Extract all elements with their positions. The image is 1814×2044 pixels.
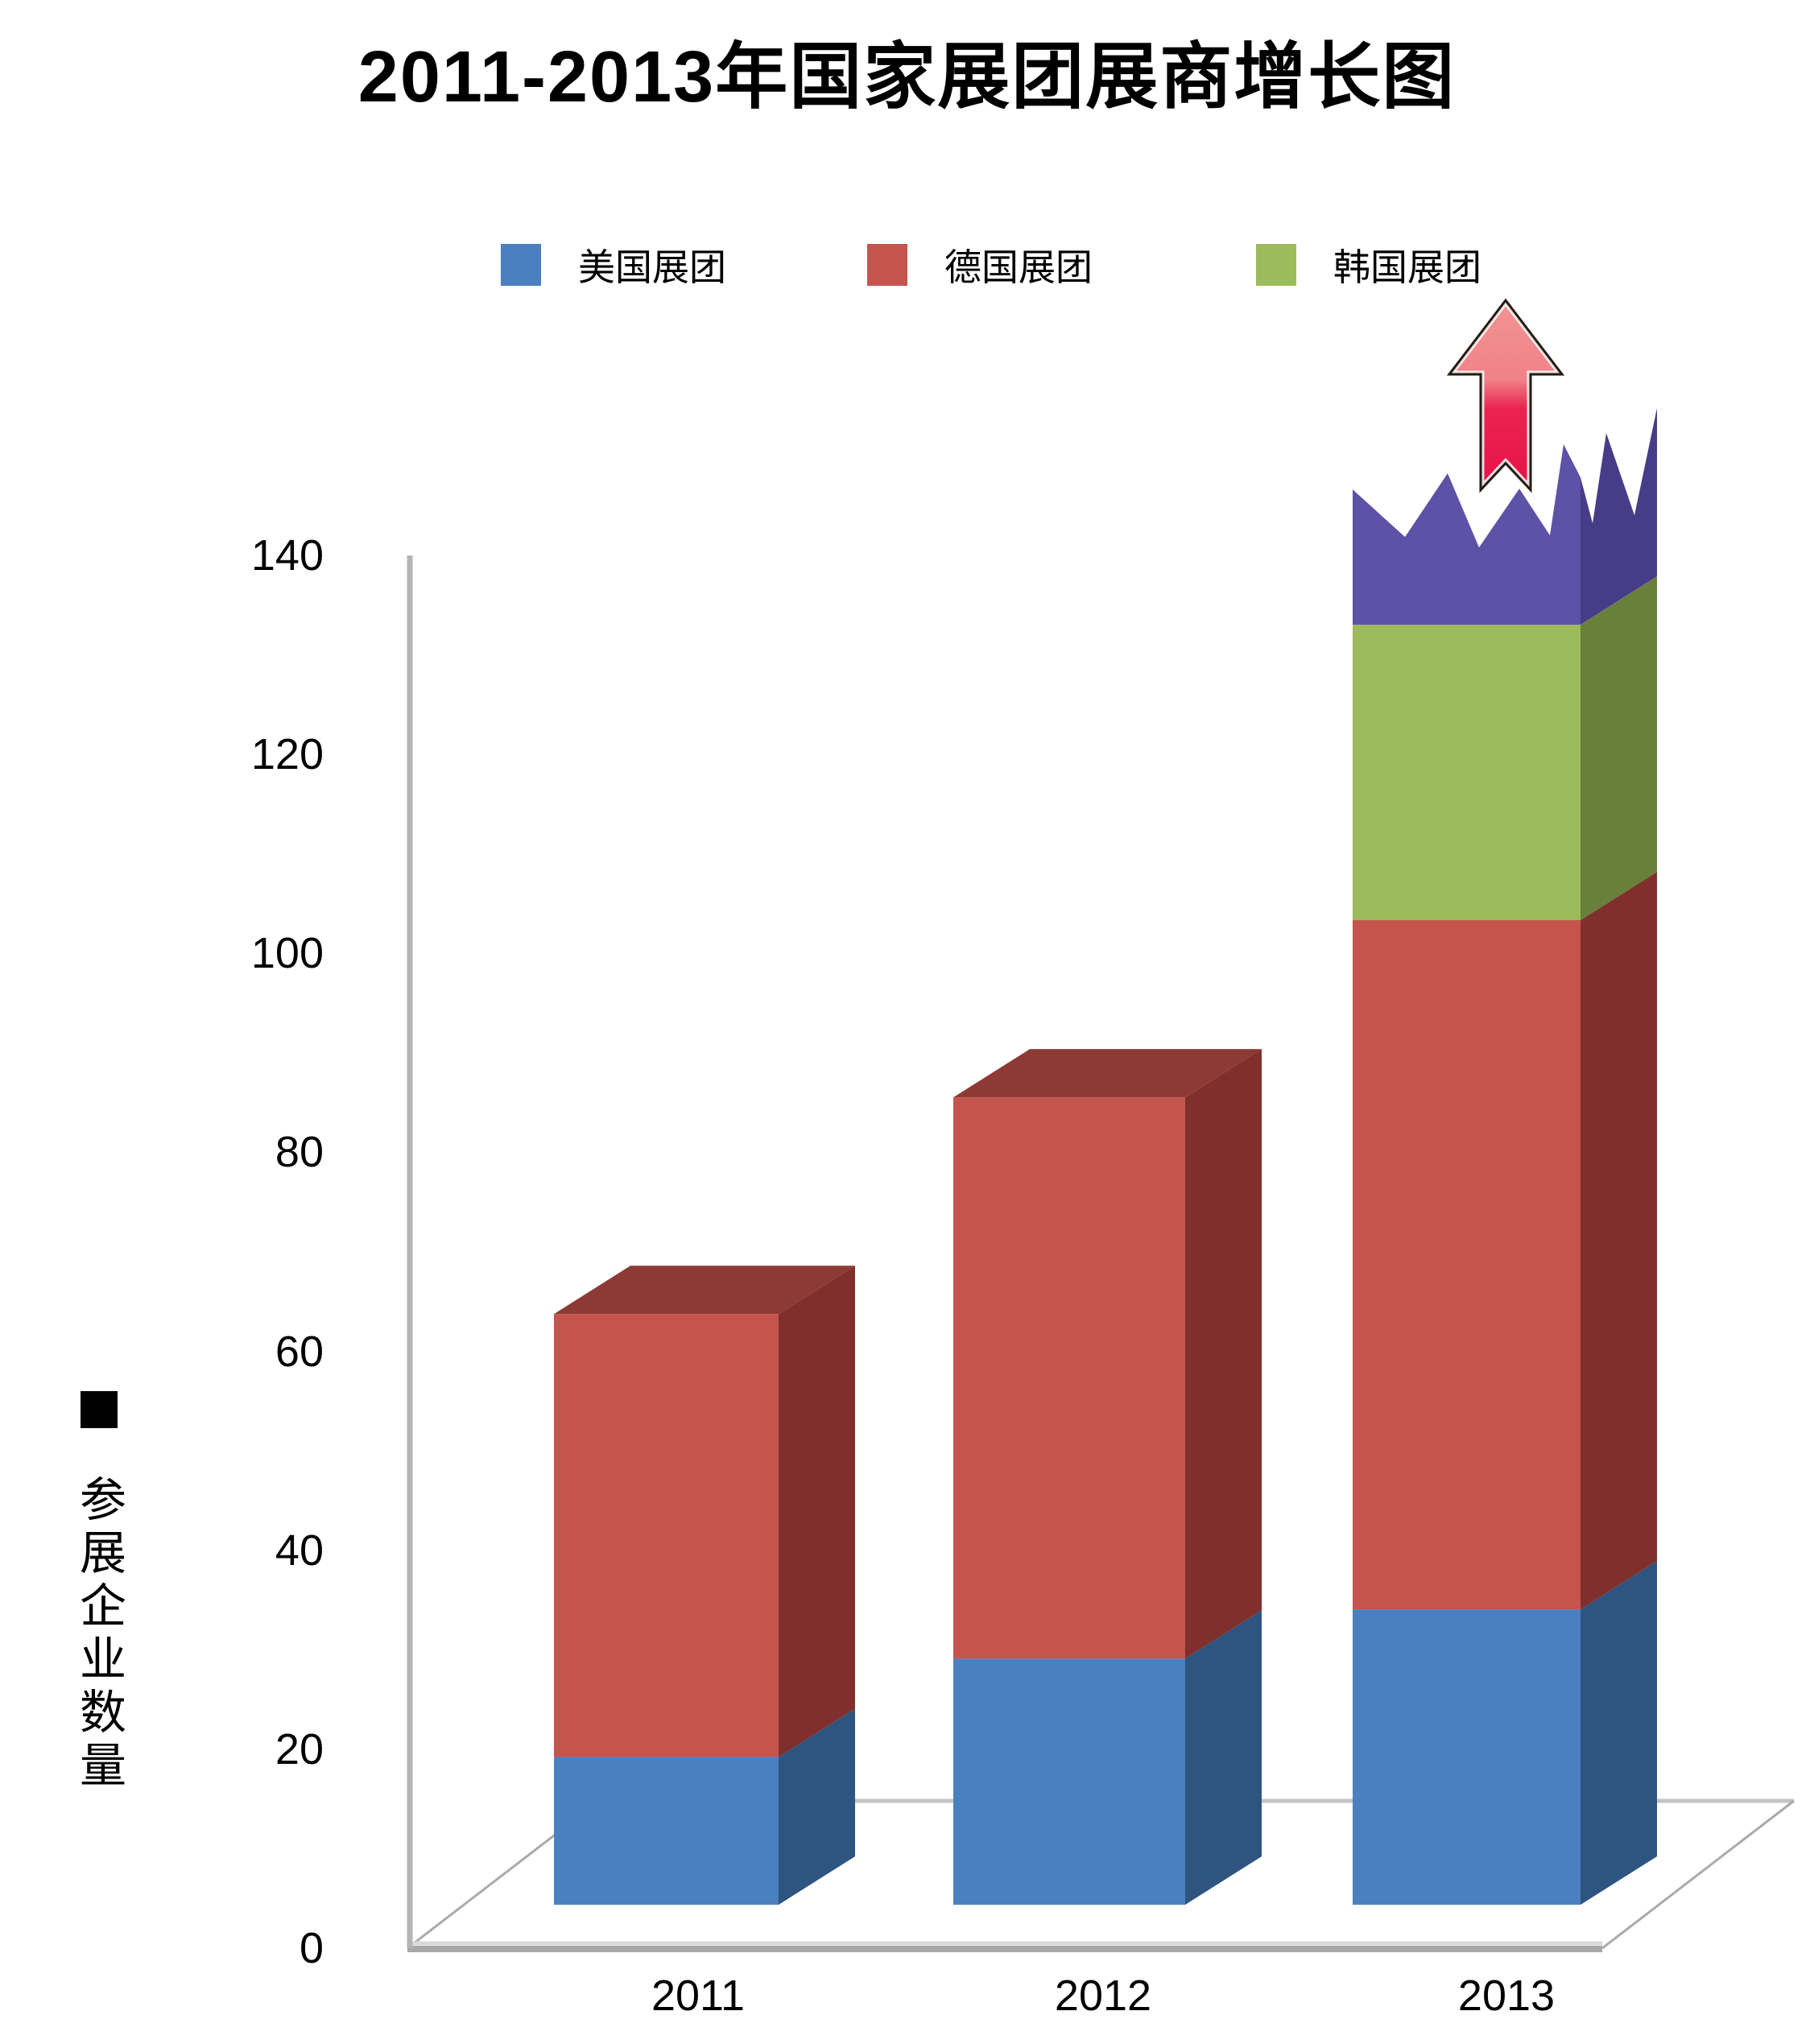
bar-2013-美国展团-side	[1581, 1561, 1657, 1905]
legend-label: 美国展团	[578, 247, 726, 288]
bar-2011-德国展团-side	[779, 1266, 855, 1757]
legend-swatch-icon	[1256, 244, 1296, 286]
chart-title: 2011-2013年国家展团展商增长图	[357, 37, 1457, 118]
floor-right-edge	[1601, 1799, 1795, 1950]
growth-arrow-inner-rim	[1451, 302, 1560, 487]
y-tick-label-120: 120	[250, 730, 324, 779]
bar-2012-美国展团-side	[1185, 1610, 1262, 1905]
bar-2013-美国展团-front	[1353, 1609, 1581, 1905]
y-tick-label-60: 60	[275, 1327, 324, 1376]
bar-2012-德国展团-side	[1185, 1049, 1262, 1659]
y-tick-label-140: 140	[250, 531, 324, 580]
overflow-torn-section-side	[1581, 408, 1657, 625]
bar-2011-美国展团-front	[554, 1757, 779, 1905]
bar-2011-德国展团-front	[554, 1314, 779, 1757]
legend-label: 德国展团	[944, 247, 1093, 288]
bar-2012-top-face	[953, 1049, 1262, 1098]
legend-item-美国展团: 美国展团	[501, 238, 726, 291]
growth-arrow	[1446, 298, 1565, 493]
legend-label: 韩国展团	[1333, 247, 1481, 288]
y-axis-marker-square	[81, 1391, 118, 1428]
legend-item-韩国展团: 韩国展团	[1256, 238, 1481, 291]
bar-2013-德国展团-front	[1353, 920, 1581, 1610]
y-tick-label-20: 20	[275, 1724, 324, 1774]
x-category-label-2012: 2012	[1054, 1972, 1152, 2020]
bar-2013-韩国展团-side	[1581, 576, 1657, 920]
y-tick-label-40: 40	[275, 1526, 324, 1575]
x-category-label-2011: 2011	[651, 1972, 746, 2020]
y-tick-label-80: 80	[275, 1128, 324, 1177]
x-category-label-2013: 2013	[1457, 1972, 1556, 2020]
bar-2012-美国展团-front	[953, 1658, 1185, 1905]
bar-2013-德国展团-side	[1581, 872, 1657, 1610]
overflow-torn-section-front	[1353, 444, 1581, 625]
y-axis-title: 参展企业数量	[72, 1475, 125, 1794]
bar-2013-韩国展团-front	[1353, 625, 1581, 920]
bar-2011-美国展团-side	[779, 1708, 855, 1905]
y-tick-label-0: 0	[299, 1924, 324, 1972]
y-tick-label-100: 100	[250, 929, 324, 978]
legend-item-德国展团: 德国展团	[867, 238, 1093, 291]
legend-swatch-icon	[501, 244, 541, 286]
bar-2011-top-face	[554, 1266, 855, 1315]
bar-2012-德国展团-front	[953, 1097, 1185, 1659]
legend-swatch-icon	[867, 244, 907, 286]
